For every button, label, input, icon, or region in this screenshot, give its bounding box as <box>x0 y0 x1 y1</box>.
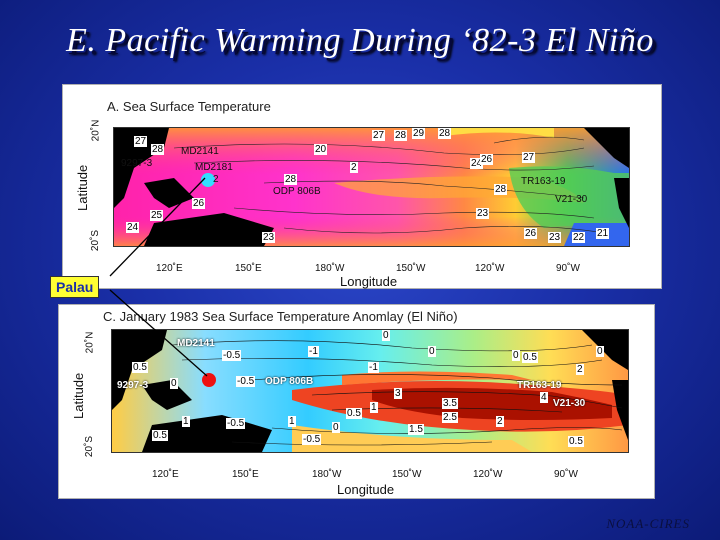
contour-label: 3 <box>394 388 402 399</box>
contour-label: 23 <box>476 208 490 219</box>
contour-label: 21 <box>596 228 610 239</box>
contour-label: 0.5 <box>522 352 538 363</box>
panel-a-ytick: 20˚S <box>90 229 102 252</box>
station-label: MD2181 <box>195 162 233 173</box>
contour-label: 29 <box>412 128 426 139</box>
palau-callout: Palau <box>50 276 100 298</box>
panel-a-xtick: 120˚E <box>156 263 183 274</box>
contour-label: 1.5 <box>408 424 424 435</box>
credit-text: NOAA-CIRES <box>606 516 690 531</box>
station-label: 2 <box>213 174 219 185</box>
contour-label: 0.5 <box>568 436 584 447</box>
contour-label: 0.5 <box>152 430 168 441</box>
contour-label: 24 <box>126 222 140 233</box>
panel-a-title: A. Sea Surface Temperature <box>107 99 271 114</box>
panel-a-ylabel: Latitude <box>75 164 90 211</box>
contour-label: 2.5 <box>442 412 458 423</box>
contour-label: 20 <box>314 144 328 155</box>
station-label: 9297-3 <box>121 158 153 169</box>
contour-label: 2 <box>496 416 504 427</box>
panel-a-ytick: 20˚N <box>90 119 102 142</box>
panel-a-xlabel: Longitude <box>340 274 398 289</box>
station-label: 9297-3 <box>117 380 149 391</box>
contour-label: 27 <box>372 130 386 141</box>
contour-label: 1 <box>370 402 378 413</box>
contour-label: -0.5 <box>236 376 256 387</box>
contour-label: 0 <box>382 330 390 341</box>
station-label: V21-30 <box>553 398 586 409</box>
contour-label: 27 <box>522 152 536 163</box>
contour-label: 2 <box>350 162 358 173</box>
contour-label: 26 <box>480 154 494 165</box>
contour-label: 22 <box>572 232 586 243</box>
contour-label: 23 <box>262 232 276 243</box>
panel-a-xtick: 150˚E <box>235 263 262 274</box>
contour-label: 0.5 <box>132 362 148 373</box>
panel-a-xtick: 90˚W <box>556 263 580 274</box>
panel-c-ylabel: Latitude <box>71 372 86 419</box>
contour-label: -0.5 <box>222 350 242 361</box>
panel-c-title: C. January 1983 Sea Surface Temperature … <box>103 309 458 324</box>
panel-c-xtick: 120˚E <box>152 469 179 480</box>
contour-label: 25 <box>150 210 164 221</box>
contour-label: 0 <box>332 422 340 433</box>
contour-label: 23 <box>548 232 562 243</box>
panel-c-ytick: 20˚S <box>84 435 96 458</box>
contour-label: 0 <box>428 346 436 357</box>
panel-a-xtick: 150˚W <box>396 263 426 274</box>
panel-c-xtick: 120˚W <box>473 469 503 480</box>
station-label: ODP 806B <box>265 376 314 387</box>
contour-label: 26 <box>192 198 206 209</box>
contour-label: 28 <box>494 184 508 195</box>
station-label: V21-30 <box>555 194 588 205</box>
contour-label: 28 <box>438 128 452 139</box>
contour-label: 0 <box>512 350 520 361</box>
contour-label: 28 <box>284 174 298 185</box>
contour-label: 28 <box>394 130 408 141</box>
sst-map: 27 28 MD2141 MD2181 9297-3 2 26 25 24 23… <box>113 127 630 247</box>
panel-a-xtick: 180˚W <box>315 263 345 274</box>
contour-label: 1 <box>288 416 296 427</box>
panel-c-xtick: 180˚W <box>312 469 342 480</box>
contour-label: 26 <box>524 228 538 239</box>
panel-c-xtick: 90˚W <box>554 469 578 480</box>
contour-label: -0.5 <box>302 434 322 445</box>
slide-title: E. Pacific Warming During ‘82-3 El Niño <box>66 22 654 59</box>
panel-c-xtick: 150˚E <box>232 469 259 480</box>
station-label: ODP 806B <box>273 186 321 197</box>
anomaly-panel: C. January 1983 Sea Surface Temperature … <box>58 304 655 499</box>
panel-c-xlabel: Longitude <box>337 482 395 497</box>
contour-label: 3.5 <box>442 398 458 409</box>
station-label: TR163-19 <box>517 380 562 391</box>
panel-c-ytick: 20˚N <box>84 331 96 354</box>
station-label: MD2141 <box>181 146 219 157</box>
contour-label: 1 <box>182 416 190 427</box>
contour-label: 4 <box>540 392 548 403</box>
contour-label: 24 <box>470 158 484 169</box>
contour-label: 27 <box>134 136 148 147</box>
contour-label: 2 <box>576 364 584 375</box>
panel-a-xtick: 120˚W <box>475 263 505 274</box>
sst-panel: A. Sea Surface Temperature Latitude 20˚N… <box>62 84 662 289</box>
contour-label: -1 <box>368 362 379 373</box>
contour-label: -0.5 <box>226 418 246 429</box>
station-label: TR163-19 <box>521 176 566 187</box>
panel-c-xtick: 150˚W <box>392 469 422 480</box>
contour-label: 28 <box>151 144 165 155</box>
anomaly-map: 0 -0.5 -1 0 0 0.5 0 0.5 -1 -0.5 3 2 0 3.… <box>111 329 629 453</box>
contour-label: 0 <box>596 346 604 357</box>
contour-label: 0.5 <box>346 408 362 419</box>
station-label: MD2141 <box>177 338 215 349</box>
contour-label: -1 <box>308 346 319 357</box>
contour-label: 0 <box>170 378 178 389</box>
